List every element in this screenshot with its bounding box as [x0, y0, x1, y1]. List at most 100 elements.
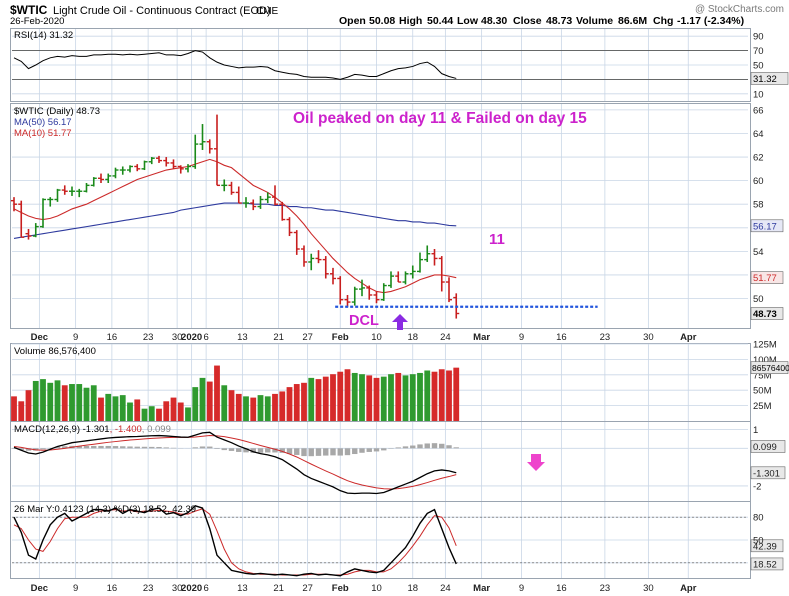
price-bar: [322, 256, 329, 279]
macd-histogram-bar: [11, 448, 17, 449]
volume-bar: [221, 385, 228, 421]
x-tick-label: 10: [371, 332, 382, 343]
y-tick-label: 58: [753, 200, 764, 211]
price-bar: [417, 252, 423, 273]
macd-histogram-bar: [381, 448, 387, 451]
volume-bar: [54, 380, 61, 421]
price-bar: [177, 165, 184, 174]
macd-histogram-bar: [439, 443, 445, 449]
volume-bar: [199, 377, 206, 421]
x-tick-label-bottom: 30: [172, 583, 183, 594]
macd-legend-hist: , 0.099: [142, 424, 171, 435]
macd-histogram-bar: [221, 448, 227, 451]
macd-legend-signal: , -1.400: [110, 424, 142, 435]
volume-bar: [206, 381, 213, 421]
dcl-arrow-icon: [392, 314, 408, 330]
x-tick-label: 6: [203, 332, 208, 343]
y-tick-label: 64: [753, 129, 764, 140]
rsi-legend: RSI(14) 31.32: [14, 30, 73, 41]
volume-bar: [119, 395, 126, 421]
volume-bar: [40, 379, 46, 421]
volume-bar: [344, 369, 351, 421]
macd-histogram-bar: [149, 446, 155, 449]
price-bar: [32, 223, 39, 238]
y-tick-label: 10: [753, 89, 764, 100]
macd-histogram-bar: [294, 448, 300, 455]
price-bar: [380, 283, 387, 301]
annotation-title: Oil peaked on day 11 & Failed on day 15: [293, 110, 587, 127]
volume-legend: Volume 86,576,400: [14, 346, 96, 357]
price-bar: [192, 134, 199, 169]
volume-bar: [351, 372, 358, 421]
panel-frames: [10, 28, 751, 579]
price-bar: [279, 201, 286, 221]
stochastic-last-value-box: [750, 557, 784, 571]
x-tick-label: Mar: [473, 332, 490, 343]
x-tick-label: Feb: [332, 332, 349, 343]
chart-symbol: $WTIC: [10, 3, 48, 17]
macd-line: [13, 431, 457, 495]
chart-date: 26-Feb-2020: [10, 16, 64, 27]
stochastic-legend: 26 Mar Y:0.4123 (14,3) %D(3) 18.52, 42.3…: [14, 504, 196, 515]
volume-bar: [11, 396, 17, 421]
high-value: 50.44: [427, 15, 453, 27]
macd-histogram-bar: [54, 446, 61, 449]
y-tick-label: 90: [753, 32, 764, 43]
y-tick-label: 50: [753, 61, 764, 72]
macd-histogram-bar: [410, 445, 416, 449]
x-tick-label-bottom: Mar: [473, 583, 490, 594]
ma50-legend: MA(50) 56.17: [14, 117, 72, 128]
volume-bar: [380, 376, 387, 421]
x-tick-label: Dec: [31, 332, 48, 343]
macd-signal-line: [13, 435, 457, 490]
volume-bar: [98, 397, 104, 421]
chart-exchange: CME: [256, 6, 279, 17]
macd-histogram-bar: [301, 448, 307, 457]
volume-bar: [431, 371, 438, 421]
x-tick-label-bottom: Feb: [332, 583, 349, 594]
macd-histogram-bar: [453, 447, 459, 449]
macd-last-value-box: [750, 440, 786, 453]
y-tick-label: 42.39: [753, 541, 777, 552]
y-tick-label: 125M: [753, 340, 777, 351]
volume-bar: [308, 377, 315, 421]
price-panel: [10, 103, 751, 329]
stochastic-k-line: [13, 505, 457, 577]
chg-value: -1.17 (-2.34%): [677, 15, 744, 27]
macd-legend-main: MACD(12,26,9) -1.301: [14, 424, 110, 435]
x-tick-label: 30: [643, 332, 654, 343]
x-tick-label: 9: [519, 332, 524, 343]
macd-histogram-bar: [207, 446, 213, 449]
macd-histogram-bar: [199, 446, 206, 449]
close-value: 48.73: [546, 15, 572, 27]
price-bar: [69, 186, 75, 196]
x-tick-label-bottom: 9: [73, 583, 78, 594]
macd-histogram-bar: [373, 448, 380, 452]
y-tick-label: 80: [753, 513, 764, 524]
y-tick-label: 18.52: [753, 559, 777, 570]
chart-marks: [11, 50, 748, 577]
price-bar: [141, 160, 148, 171]
price-bar: [98, 173, 104, 183]
macd-last-value-box: [750, 466, 786, 480]
volume-bar: [134, 399, 141, 421]
price-bar: [76, 188, 83, 198]
price-bar: [18, 200, 25, 238]
price-bar: [250, 199, 257, 211]
volume-bar: [446, 370, 452, 421]
x-tick-label-bottom: 16: [107, 583, 118, 594]
price-bar: [330, 267, 336, 285]
price-bar: [105, 173, 112, 183]
x-tick-label: 30: [172, 332, 183, 343]
annotation-day-11: 11: [489, 231, 505, 248]
x-tick-label: 18: [407, 332, 418, 343]
price-bar: [366, 285, 373, 300]
x-tick-label-bottom: Apr: [680, 583, 697, 594]
volume-bar: [293, 384, 300, 421]
volume-bar: [301, 382, 307, 421]
macd-histogram-bar: [366, 448, 372, 452]
volume-bar: [235, 393, 242, 421]
price-last-value-box: [750, 219, 784, 233]
macd-histogram-bar: [446, 445, 452, 449]
